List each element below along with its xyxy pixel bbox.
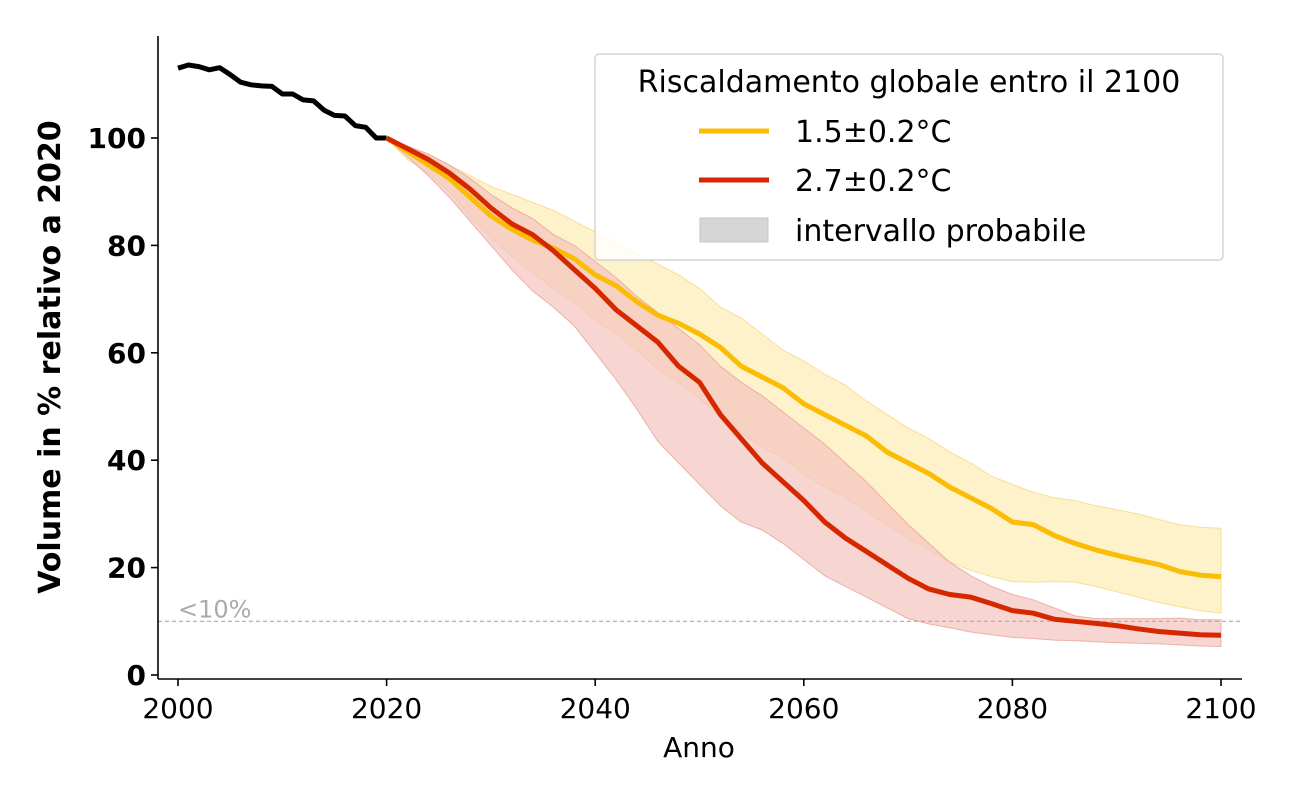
x-tick-label: 2020 (351, 692, 422, 725)
x-tick-label: 2100 (1185, 692, 1256, 725)
y-tick-label: 0 (127, 659, 146, 692)
x-ticks: 2000 2020 2040 2060 2080 2100 (142, 679, 1257, 725)
x-tick-label: 2060 (768, 692, 839, 725)
legend-label-1-5: 1.5±0.2°C (795, 115, 952, 150)
y-tick-label: 60 (107, 337, 146, 370)
series-line-2-7 (385, 135, 1222, 638)
y-ticks: 0 20 40 60 80 100 (88, 122, 158, 692)
x-tick-label: 2000 (142, 692, 213, 725)
legend-label-2-7: 2.7±0.2°C (795, 164, 952, 199)
legend-entry-likely-range: intervallo probabile (699, 214, 1086, 249)
legend-entry-1-5: 1.5±0.2°C (699, 115, 952, 150)
x-axis-title: Anno (663, 731, 735, 764)
threshold-label: <10% (178, 595, 251, 623)
series-line-1-5 (385, 135, 1222, 580)
legend-entry-2-7: 2.7±0.2°C (699, 164, 952, 199)
legend-swatch-likely-range (699, 217, 769, 243)
y-tick-label: 100 (88, 122, 146, 155)
series-lines (177, 62, 1222, 638)
legend-label-likely-range: intervallo probabile (795, 214, 1086, 249)
historical-line (177, 62, 387, 141)
y-tick-label: 20 (107, 552, 146, 585)
y-tick-label: 80 (107, 229, 146, 262)
legend-frame (594, 53, 1224, 261)
legend: Riscaldamento globale entro il 2100 1.5±… (594, 53, 1224, 261)
legend-title: Riscaldamento globale entro il 2100 (638, 65, 1181, 100)
x-tick-label: 2040 (560, 692, 631, 725)
y-axis-title: Volume in % relativo a 2020 (33, 120, 68, 594)
x-tick-label: 2080 (977, 692, 1048, 725)
y-tick-label: 40 (107, 444, 146, 477)
